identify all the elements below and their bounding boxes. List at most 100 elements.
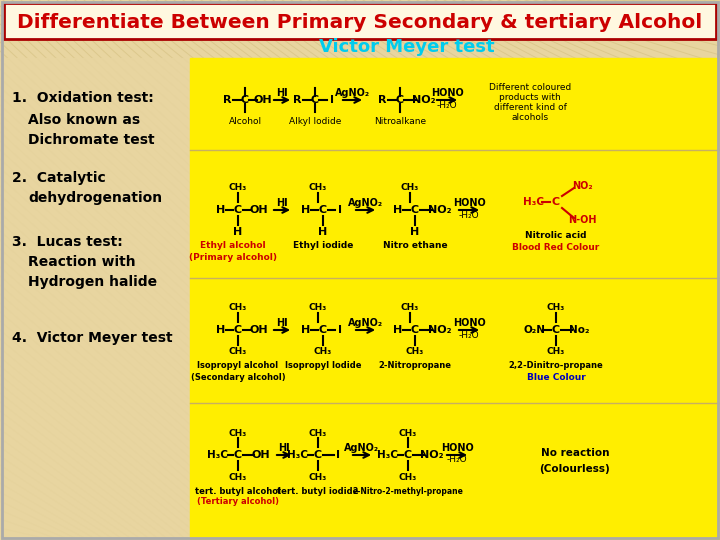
Text: -H₂O: -H₂O (446, 456, 467, 464)
Text: 1.  Oxidation test:: 1. Oxidation test: (12, 91, 154, 105)
Text: CH₃: CH₃ (547, 348, 565, 356)
Text: No₂: No₂ (569, 325, 589, 335)
Text: NO₂: NO₂ (413, 95, 436, 105)
Text: Nitro ethane: Nitro ethane (383, 241, 447, 251)
Text: dehydrogenation: dehydrogenation (28, 191, 162, 205)
Text: 2-Nitropropane: 2-Nitropropane (379, 361, 451, 370)
Text: I: I (338, 205, 342, 215)
Text: (Colourless): (Colourless) (539, 464, 611, 474)
Bar (190, 58, 720, 540)
Text: C: C (411, 325, 419, 335)
Text: I: I (336, 450, 340, 460)
Text: CH₃: CH₃ (399, 472, 417, 482)
Text: NO₂: NO₂ (420, 450, 444, 460)
Text: (Tertiary alcohol): (Tertiary alcohol) (197, 497, 279, 507)
Text: Alcohol: Alcohol (228, 118, 261, 126)
Text: HI: HI (276, 88, 288, 98)
Text: 2,2-Dinitro-propane: 2,2-Dinitro-propane (508, 361, 603, 370)
Text: (Primary alcohol): (Primary alcohol) (189, 253, 277, 261)
Text: I: I (330, 95, 334, 105)
Text: CH₃: CH₃ (229, 348, 247, 356)
Text: H: H (393, 325, 402, 335)
Text: R: R (293, 95, 301, 105)
Text: R: R (378, 95, 386, 105)
Text: NO₂: NO₂ (428, 325, 451, 335)
Text: HI: HI (276, 318, 288, 328)
Text: CH₃: CH₃ (229, 184, 247, 192)
Text: H₃C: H₃C (523, 197, 544, 207)
Text: H: H (233, 227, 243, 237)
Text: HONO: HONO (431, 88, 464, 98)
Text: Alkyl Iodide: Alkyl Iodide (289, 118, 341, 126)
Text: Ethyl alcohol: Ethyl alcohol (200, 241, 266, 251)
Text: Ethyl iodide: Ethyl iodide (293, 241, 354, 251)
Text: No reaction: No reaction (541, 448, 609, 458)
Text: Blue Colour: Blue Colour (526, 373, 585, 381)
Text: H: H (302, 205, 310, 215)
Text: AgNO₂: AgNO₂ (344, 443, 379, 453)
Text: 2.  Catalytic: 2. Catalytic (12, 171, 106, 185)
Text: C: C (314, 450, 322, 460)
Text: C: C (404, 450, 412, 460)
Text: 3.  Lucas test:: 3. Lucas test: (12, 235, 122, 249)
Text: R: R (222, 95, 231, 105)
Text: Hydrogen halide: Hydrogen halide (28, 275, 157, 289)
Text: Isopropyl alcohol: Isopropyl alcohol (197, 361, 279, 370)
Text: H₃C: H₃C (287, 450, 308, 460)
Text: CH₃: CH₃ (309, 429, 327, 437)
Text: CH₃: CH₃ (229, 429, 247, 437)
Text: C: C (234, 205, 242, 215)
Text: Also known as: Also known as (28, 113, 140, 127)
Text: CH₃: CH₃ (229, 472, 247, 482)
Text: HI: HI (278, 443, 290, 453)
Text: C: C (552, 197, 560, 207)
Text: H: H (410, 227, 420, 237)
Text: different kind of: different kind of (494, 104, 567, 112)
Text: C: C (241, 95, 249, 105)
Text: Nitrolic acid: Nitrolic acid (526, 232, 587, 240)
Text: AgNO₂: AgNO₂ (348, 318, 383, 328)
Text: NO₂: NO₂ (428, 205, 451, 215)
Text: CH₃: CH₃ (406, 348, 424, 356)
Text: H: H (318, 227, 328, 237)
Text: HONO: HONO (453, 318, 485, 328)
Text: C: C (552, 325, 560, 335)
Text: CH₃: CH₃ (401, 184, 419, 192)
Text: AgNO₂: AgNO₂ (335, 88, 370, 98)
Text: CH₃: CH₃ (314, 348, 332, 356)
Text: H₃C: H₃C (207, 450, 228, 460)
Text: HI: HI (276, 198, 288, 208)
Text: -H₂O: -H₂O (437, 100, 457, 110)
Text: CH₃: CH₃ (399, 429, 417, 437)
Text: Differentiate Between Primary Secondary & tertiary Alcohol: Differentiate Between Primary Secondary … (17, 14, 703, 32)
Text: C: C (234, 450, 242, 460)
Text: C: C (319, 205, 327, 215)
Text: C: C (234, 325, 242, 335)
Text: products with: products with (499, 93, 561, 103)
Text: C: C (311, 95, 319, 105)
Text: H: H (217, 205, 225, 215)
Text: CH₃: CH₃ (309, 303, 327, 313)
Text: Isopropyl Iodide: Isopropyl Iodide (284, 361, 361, 370)
Text: Blood Red Colour: Blood Red Colour (513, 242, 600, 252)
Text: alcohols: alcohols (511, 113, 549, 123)
Text: CH₃: CH₃ (229, 303, 247, 313)
Text: H: H (217, 325, 225, 335)
Text: N-OH: N-OH (568, 215, 596, 225)
Text: CH₃: CH₃ (309, 472, 327, 482)
Text: OH: OH (253, 95, 272, 105)
Text: NO₂: NO₂ (572, 181, 593, 191)
Text: H: H (302, 325, 310, 335)
Text: 4.  Victor Meyer test: 4. Victor Meyer test (12, 331, 173, 345)
Text: OH: OH (250, 205, 269, 215)
Text: C: C (396, 95, 404, 105)
Text: (Secondary alcohol): (Secondary alcohol) (191, 373, 285, 381)
Text: HONO: HONO (441, 443, 473, 453)
Bar (0, 58, 190, 540)
Text: -H₂O: -H₂O (459, 330, 480, 340)
Text: tert. butyl iodide: tert. butyl iodide (277, 487, 359, 496)
Text: O₂N: O₂N (523, 325, 545, 335)
Text: Reaction with: Reaction with (28, 255, 135, 269)
Text: 2-Nitro-2-methyl-propane: 2-Nitro-2-methyl-propane (353, 487, 464, 496)
Text: HONO: HONO (453, 198, 485, 208)
